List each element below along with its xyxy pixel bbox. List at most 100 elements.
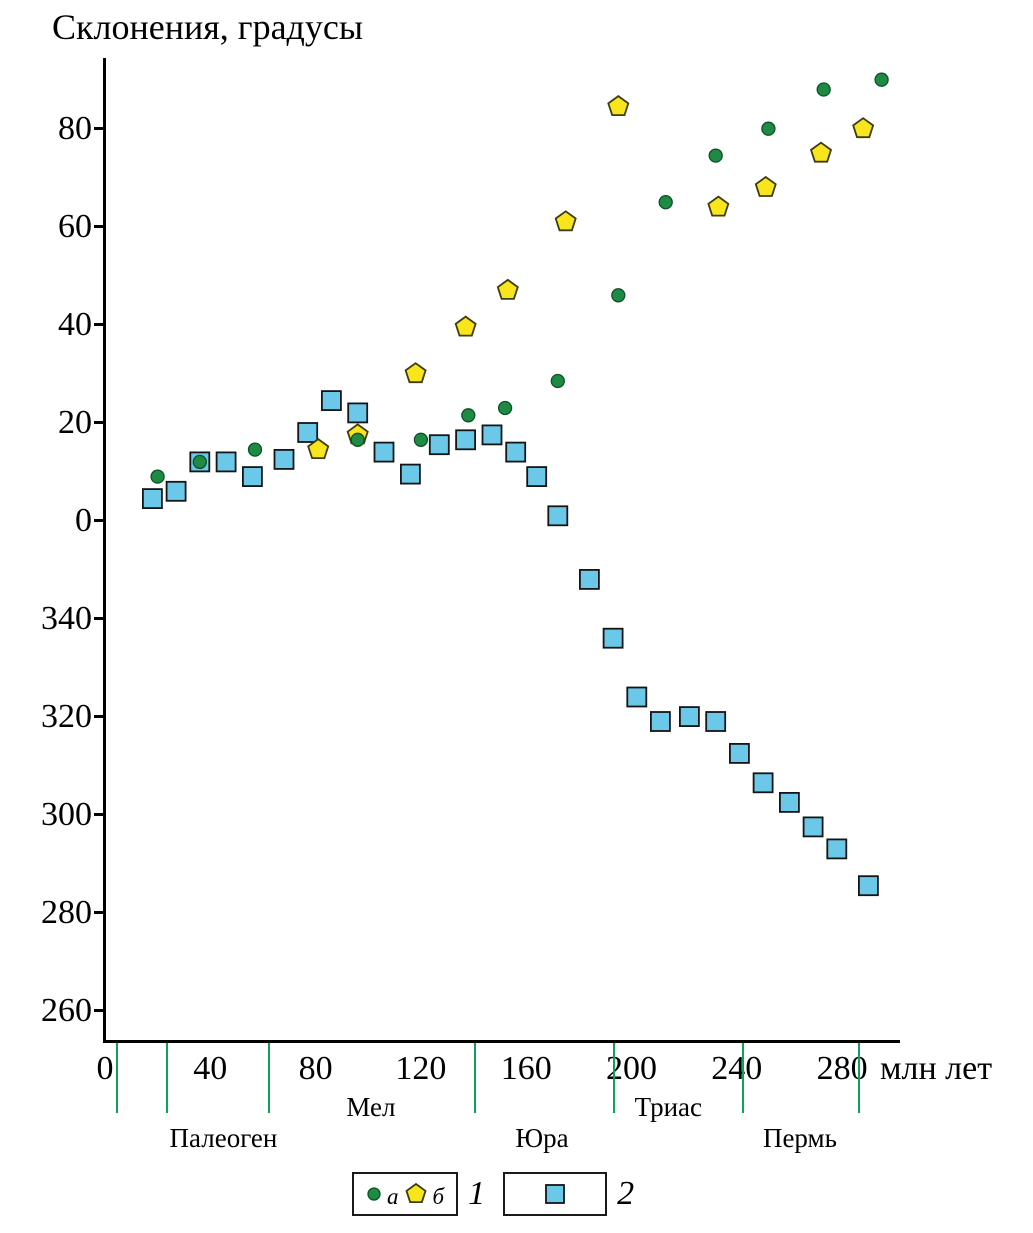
square-marker <box>858 875 879 897</box>
circle-marker <box>658 195 673 210</box>
chart-title: Склонения, градусы <box>52 7 364 47</box>
square-marker <box>729 743 750 764</box>
y-tick-label: 0 <box>75 501 92 539</box>
y-tick-mark <box>94 323 104 327</box>
x-axis-unit-label: млн лет <box>880 1050 993 1087</box>
y-tick-label: 320 <box>41 697 92 735</box>
circle-marker <box>247 442 263 457</box>
x-tick-label: 120 <box>395 1050 447 1087</box>
y-tick-label: 280 <box>41 893 92 931</box>
x-tick-label: 240 <box>711 1050 763 1087</box>
circle-marker <box>550 373 565 389</box>
square-marker <box>705 711 727 732</box>
square-marker <box>650 711 671 732</box>
y-tick-mark <box>94 911 104 915</box>
period-label: Мел <box>346 1092 396 1122</box>
period-boundary-line <box>857 1043 860 1113</box>
circle-marker <box>761 121 776 136</box>
x-tick-label: 80 <box>298 1050 333 1087</box>
x-axis <box>103 1040 900 1043</box>
square-marker <box>297 422 319 443</box>
square-marker <box>165 480 187 502</box>
pentagon-marker <box>707 195 730 217</box>
y-tick-mark <box>94 127 104 131</box>
pentagon-marker <box>307 437 330 460</box>
square-marker <box>481 424 503 446</box>
legend-group-1-box: а б <box>352 1172 459 1216</box>
circle-marker <box>816 82 831 97</box>
square-marker <box>273 448 295 470</box>
pentagon-marker <box>454 315 477 337</box>
period-label: Триас <box>634 1092 703 1122</box>
square-marker <box>241 466 263 488</box>
legend-circle-icon <box>367 1187 381 1201</box>
y-tick-label: 80 <box>58 109 92 147</box>
square-marker <box>752 772 774 794</box>
circle-marker <box>150 469 165 484</box>
circle-marker <box>874 72 889 87</box>
circle-marker <box>497 400 513 416</box>
legend-square-icon <box>545 1184 565 1204</box>
pentagon-marker <box>404 362 427 384</box>
y-tick-mark <box>94 519 104 523</box>
y-tick-mark <box>94 225 104 229</box>
legend-pentagon-label: б <box>432 1184 445 1209</box>
x-tick-label: 200 <box>605 1050 657 1087</box>
circle-marker <box>461 408 476 423</box>
y-tick-mark <box>94 617 104 621</box>
square-marker <box>826 838 848 860</box>
period-label: Палеоген <box>169 1123 278 1153</box>
y-tick-label: 300 <box>41 795 92 833</box>
legend-group-1-number: 1 <box>468 1175 486 1212</box>
period-boundary-line <box>268 1043 271 1113</box>
square-marker <box>626 686 648 708</box>
period-boundary-line <box>473 1043 476 1113</box>
period-label: Юра <box>515 1123 569 1153</box>
square-marker <box>347 402 369 424</box>
y-tick-label: 260 <box>41 991 92 1029</box>
y-tick-mark <box>94 715 104 719</box>
x-tick-label: 0 <box>96 1050 114 1087</box>
y-tick-label: 340 <box>41 599 92 637</box>
circle-marker <box>611 288 626 303</box>
square-marker <box>455 429 477 451</box>
circle-marker <box>192 454 207 470</box>
period-boundary-line <box>613 1043 616 1113</box>
legend-group-2-box <box>503 1172 608 1216</box>
pentagon-marker <box>852 117 875 139</box>
y-tick-label: 40 <box>58 305 92 343</box>
pentagon-marker <box>809 141 833 163</box>
y-tick-mark <box>94 421 104 425</box>
circle-marker <box>350 432 365 447</box>
y-tick-label: 60 <box>58 207 92 245</box>
square-marker <box>526 466 548 488</box>
pentagon-marker <box>607 94 630 116</box>
circle-marker <box>708 148 723 163</box>
pentagon-marker <box>754 175 777 197</box>
circle-marker <box>413 432 429 447</box>
square-marker <box>602 627 624 649</box>
period-boundary-line <box>165 1043 168 1113</box>
plot-area <box>142 72 889 897</box>
period-label: Пермь <box>762 1123 837 1153</box>
square-marker <box>142 488 163 510</box>
square-marker <box>547 505 569 527</box>
square-marker <box>320 390 342 412</box>
pentagon-marker <box>554 210 577 232</box>
legend: а б 1 2 <box>352 1172 634 1216</box>
y-tick-label: 20 <box>58 403 92 441</box>
legend-pentagon-icon <box>404 1182 427 1203</box>
period-boundary-line <box>742 1043 745 1113</box>
square-marker <box>215 451 237 473</box>
square-marker <box>802 816 824 838</box>
y-tick-mark <box>94 813 104 817</box>
pentagon-marker <box>496 278 519 300</box>
square-marker <box>373 441 395 463</box>
legend-circle-label: а <box>387 1184 399 1209</box>
square-marker <box>505 441 527 463</box>
legend-group-2-number: 2 <box>617 1175 635 1212</box>
square-marker <box>779 792 800 813</box>
period-boundary-line <box>115 1043 118 1113</box>
square-marker <box>399 463 421 485</box>
